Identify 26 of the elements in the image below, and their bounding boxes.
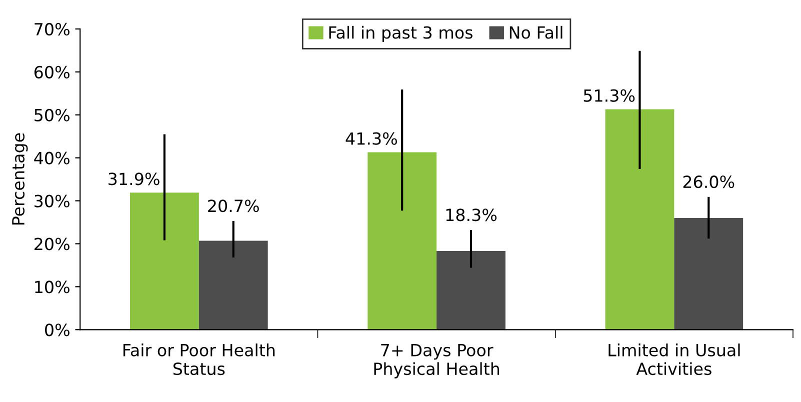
bar	[198, 240, 268, 330]
bar	[605, 109, 674, 330]
legend-label: Fall in past 3 mos	[329, 26, 472, 42]
x-tick-label: Fair or Poor Health Status	[123, 344, 275, 376]
x-tick-label: 7+ Days Poor Physical Health	[374, 344, 500, 378]
bar	[436, 251, 506, 330]
data-label: 51.3%	[584, 89, 635, 102]
y-tick-label: 30%	[34, 194, 70, 208]
y-tick-label: 20%	[34, 238, 70, 250]
bar	[674, 218, 744, 330]
data-label: 26.0%	[683, 176, 734, 188]
legend-label: No Fall	[510, 26, 562, 39]
x-tick-label: Limited in Usual Activities	[608, 344, 740, 376]
bar	[368, 152, 437, 330]
y-axis-title: Percentage	[12, 133, 28, 225]
y-tick-label: 10%	[35, 280, 70, 294]
y-tick-label: 70%	[34, 22, 70, 36]
y-tick-label: 50%	[34, 108, 70, 122]
data-label: 18.3%	[446, 208, 497, 222]
data-label: 20.7%	[208, 200, 259, 212]
data-label: 31.9%	[108, 172, 160, 186]
y-tick-label: 0%	[45, 324, 70, 336]
data-label: 41.3%	[346, 132, 398, 145]
y-tick-label: 40%	[34, 152, 70, 164]
y-tick-label: 60%	[34, 66, 70, 78]
bar	[130, 192, 199, 330]
